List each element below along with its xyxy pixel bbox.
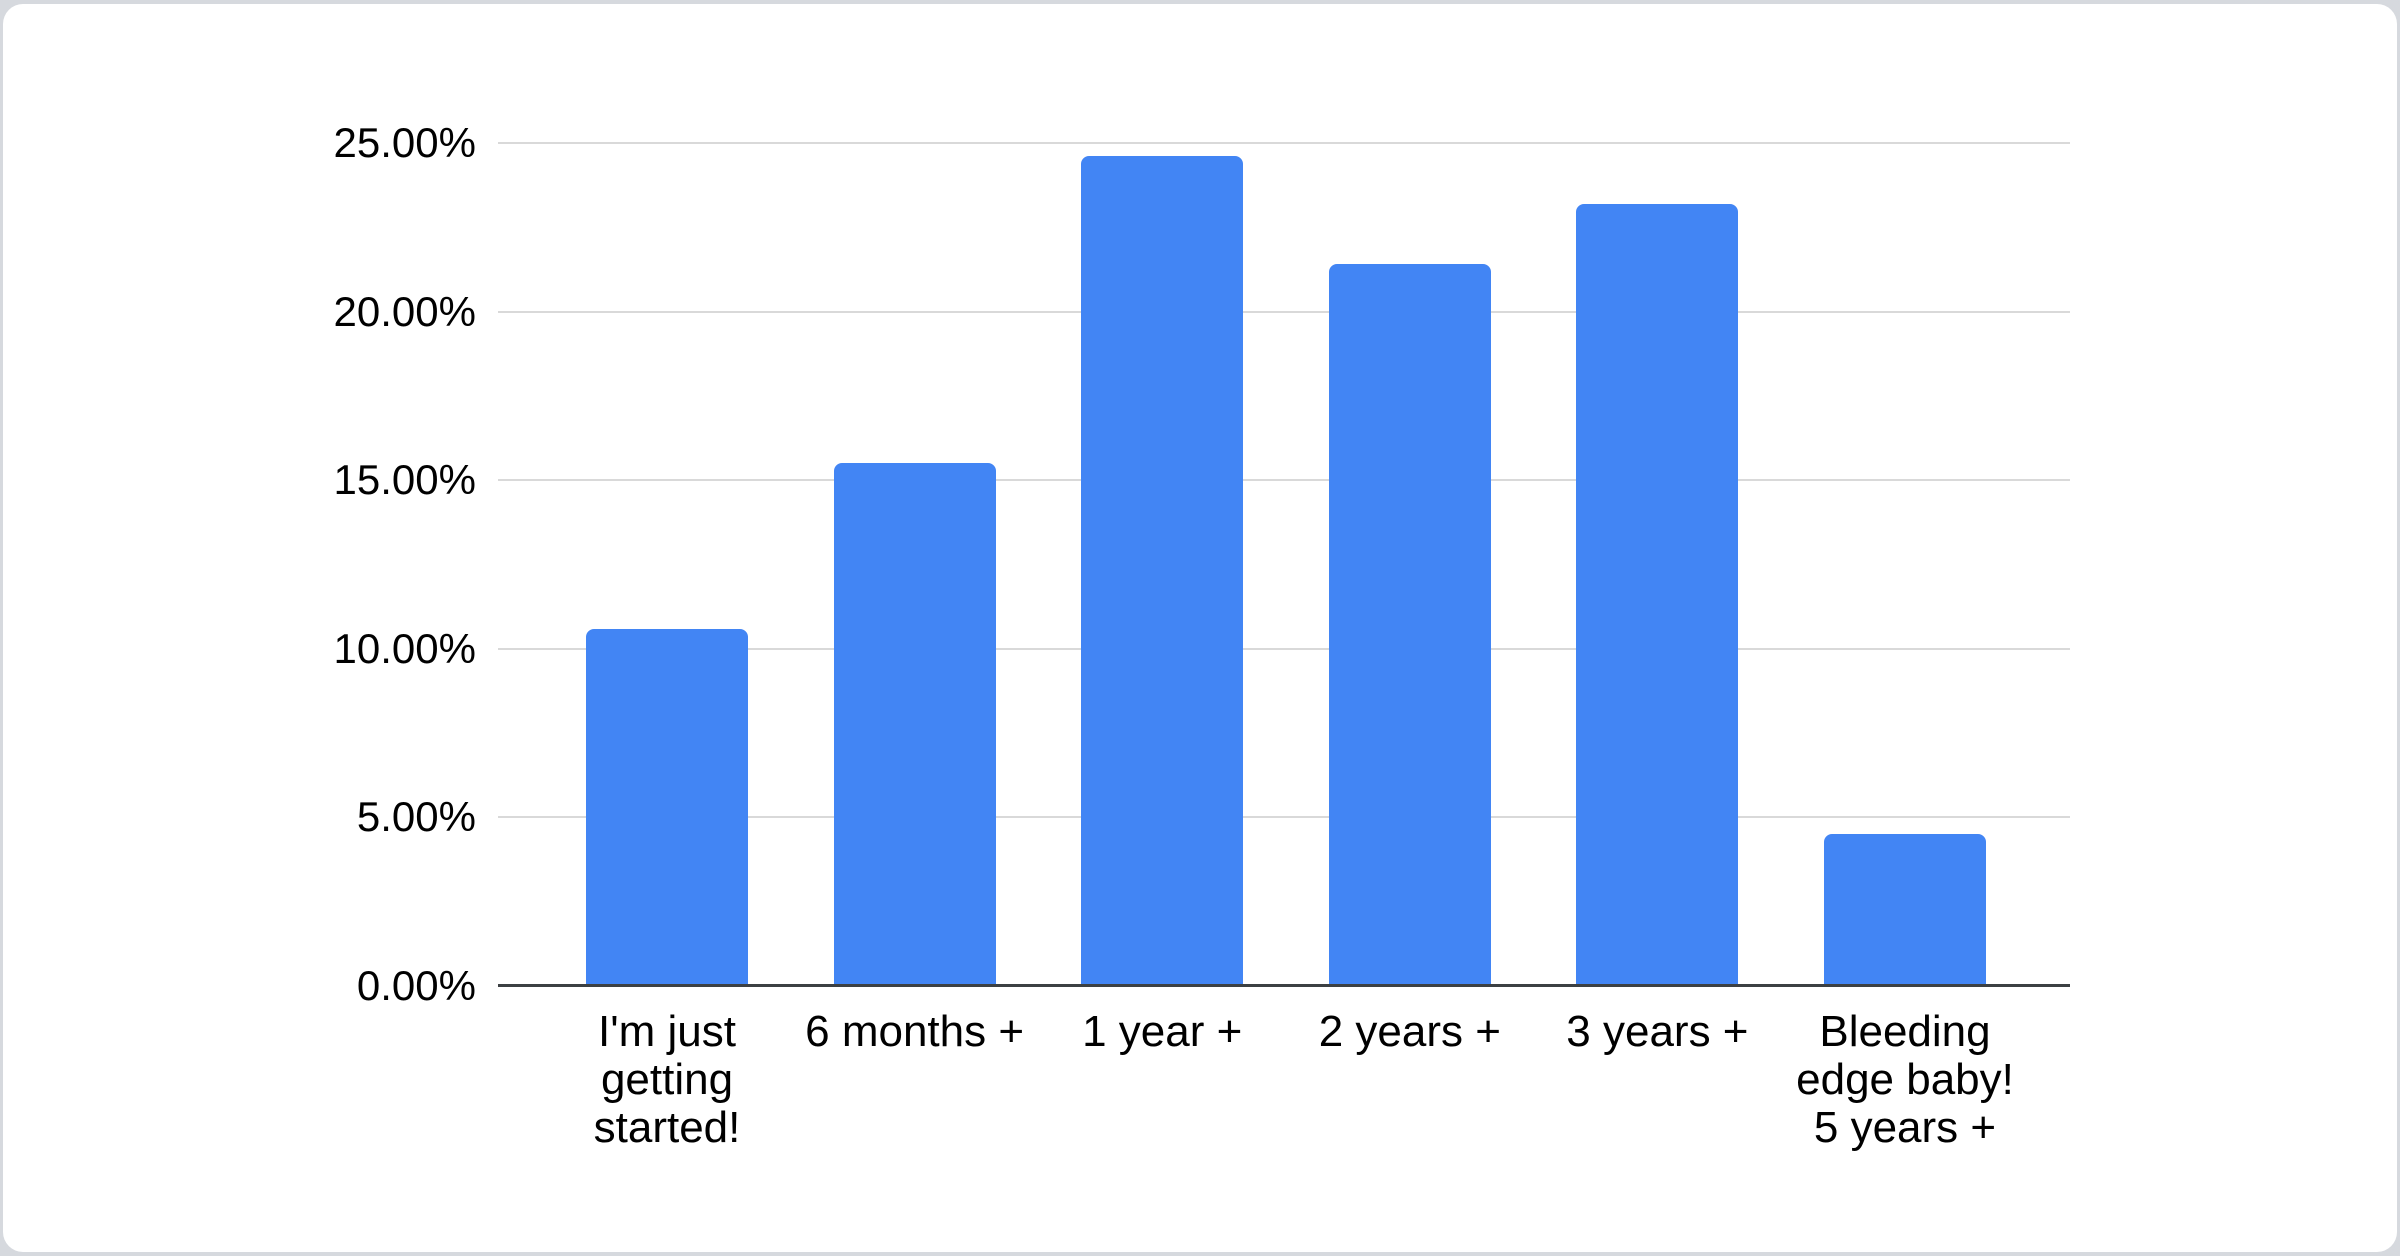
gridline	[498, 816, 2070, 819]
bar	[1824, 834, 1986, 986]
bar	[586, 628, 748, 986]
gridline	[498, 142, 2070, 144]
x-axis-category-label: I'm just getting started!	[593, 1007, 741, 1152]
gridline	[498, 647, 2070, 650]
y-axis-tick-label: 5.00%	[356, 793, 476, 841]
y-axis-tick-label: 25.00%	[333, 119, 476, 166]
y-axis-tick-label: 10.00%	[333, 624, 476, 672]
bar	[1328, 264, 1491, 986]
x-axis-line	[498, 984, 2070, 987]
gridline	[498, 479, 2070, 482]
x-axis-category-label: 1 year +	[1082, 1007, 1243, 1056]
x-axis-category-label: Bleeding edge baby! 5 years +	[1796, 1007, 2014, 1152]
bar	[1081, 156, 1244, 986]
y-axis-tick-label: 15.00%	[333, 456, 476, 504]
y-axis-tick-label: 20.00%	[333, 287, 476, 335]
bar	[833, 463, 996, 986]
x-axis-category-label: 6 months +	[805, 1007, 1025, 1056]
x-axis-category-label: 2 years +	[1318, 1007, 1501, 1056]
chart-card: 0.00% 5.00% 10.00% 15.00% 20.00% 25.00% I'm ju…	[3, 4, 2397, 1252]
bar	[1576, 203, 1739, 986]
y-axis-tick-label: 0.00%	[356, 962, 476, 1009]
gridline	[498, 310, 2070, 313]
bar-chart-plot-area: 0.00% 5.00% 10.00% 15.00% 20.00% 25.00% I'm ju…	[3, 4, 2400, 1256]
x-axis-category-label: 3 years +	[1566, 1007, 1749, 1056]
